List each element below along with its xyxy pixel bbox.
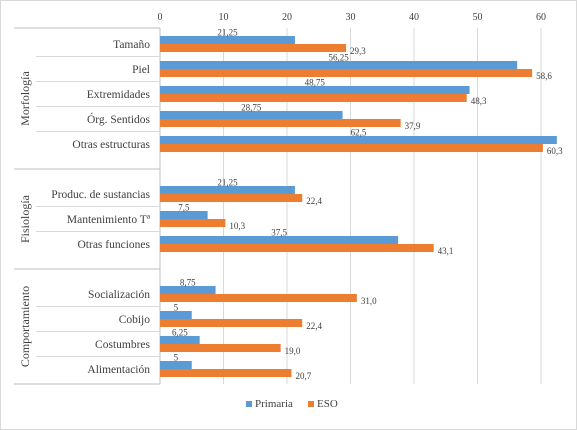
bars [160,36,557,377]
x-tick-label: 60 [536,12,546,23]
data-label: 56,25 [328,53,349,63]
data-label: 28,75 [241,103,262,113]
group-label: Comportamiento [18,286,32,367]
group-separators [14,27,160,385]
data-label: 5 [174,353,179,363]
group-label: Morfología [18,70,32,125]
x-tick-label: 40 [409,12,419,23]
data-label: 31,0 [361,296,377,306]
category-label: Extremidades [87,89,151,101]
data-label: 37,9 [405,121,421,131]
bar-primaria [160,36,295,44]
data-label: 21,25 [217,28,238,38]
bar-eso [160,244,434,252]
category-label: Alimentación [87,364,150,376]
x-tick-label: 20 [282,12,292,23]
bar-eso [160,94,467,102]
category-label: Socialización [88,289,150,301]
x-tick-label: 0 [158,12,163,23]
bar-primaria [160,236,399,244]
data-label: 60,3 [547,146,563,156]
bar-eso [160,194,303,202]
data-label: 20,7 [295,371,311,381]
bar-eso [160,344,281,352]
bar-primaria [160,361,192,369]
data-label: 58,6 [536,71,552,81]
bar-eso [160,144,543,152]
legend-label: Primaria [255,398,293,410]
bar-eso [160,219,226,227]
bar-eso [160,319,303,327]
bar-primaria [160,186,295,194]
legend: Primaria ESO [246,398,338,410]
category-label: Órg. Sentidos [87,112,151,126]
data-label: 22,4 [306,196,322,206]
data-label: 5 [174,303,179,313]
x-tick-label: 10 [219,12,229,23]
bar-primaria [160,336,200,344]
bar-eso [160,294,357,302]
data-label: 21,25 [217,178,238,188]
bar-primaria [160,111,343,119]
group-labels: Morfología Fisiología Comportamiento [18,70,32,367]
bar-eso [160,69,533,77]
bar-eso [160,369,292,377]
data-label: 6,25 [172,328,188,338]
data-label: 48,75 [305,78,326,88]
legend-swatch [308,401,314,407]
category-label: Mantenimiento Tª [67,214,151,226]
data-label: 62,5 [351,128,367,138]
data-label: 7,5 [178,203,190,213]
bar-primaria [160,61,518,69]
data-label: 37,5 [271,228,287,238]
bar-primaria [160,286,216,294]
x-axis-ticks: 0 10 20 30 40 50 60 [158,12,547,23]
data-label: 10,3 [229,221,245,231]
data-label: 8,75 [180,278,196,288]
category-label: Piel [132,64,150,76]
category-label: Cobijo [119,314,151,326]
category-label: Otras funciones [78,239,151,251]
x-tick-label: 30 [346,12,356,23]
group-label: Fisiología [18,194,32,243]
bar-primaria [160,86,470,94]
data-labels: 21,2556,2548,7528,7562,521,257,537,58,75… [172,28,563,382]
bar-primaria [160,211,208,219]
data-label: 29,3 [350,46,366,56]
data-label: 43,1 [438,246,454,256]
category-label: Produc. de sustancias [51,189,150,201]
data-label: 22,4 [306,321,322,331]
bar-eso [160,119,401,127]
legend-label: ESO [317,398,338,410]
category-labels: Tamaño Piel Extremidades Órg. Sentidos Otras… [51,39,151,376]
category-label: Tamaño [113,39,150,51]
bar-primaria [160,136,557,144]
legend-swatch [246,401,252,407]
x-tick-label: 50 [473,12,483,23]
category-label: Costumbres [95,339,150,351]
bar-primaria [160,311,192,319]
bar-eso [160,44,347,52]
category-label: Otras estructuras [72,139,150,151]
data-label: 48,3 [471,96,487,106]
data-label: 19,0 [285,346,301,356]
